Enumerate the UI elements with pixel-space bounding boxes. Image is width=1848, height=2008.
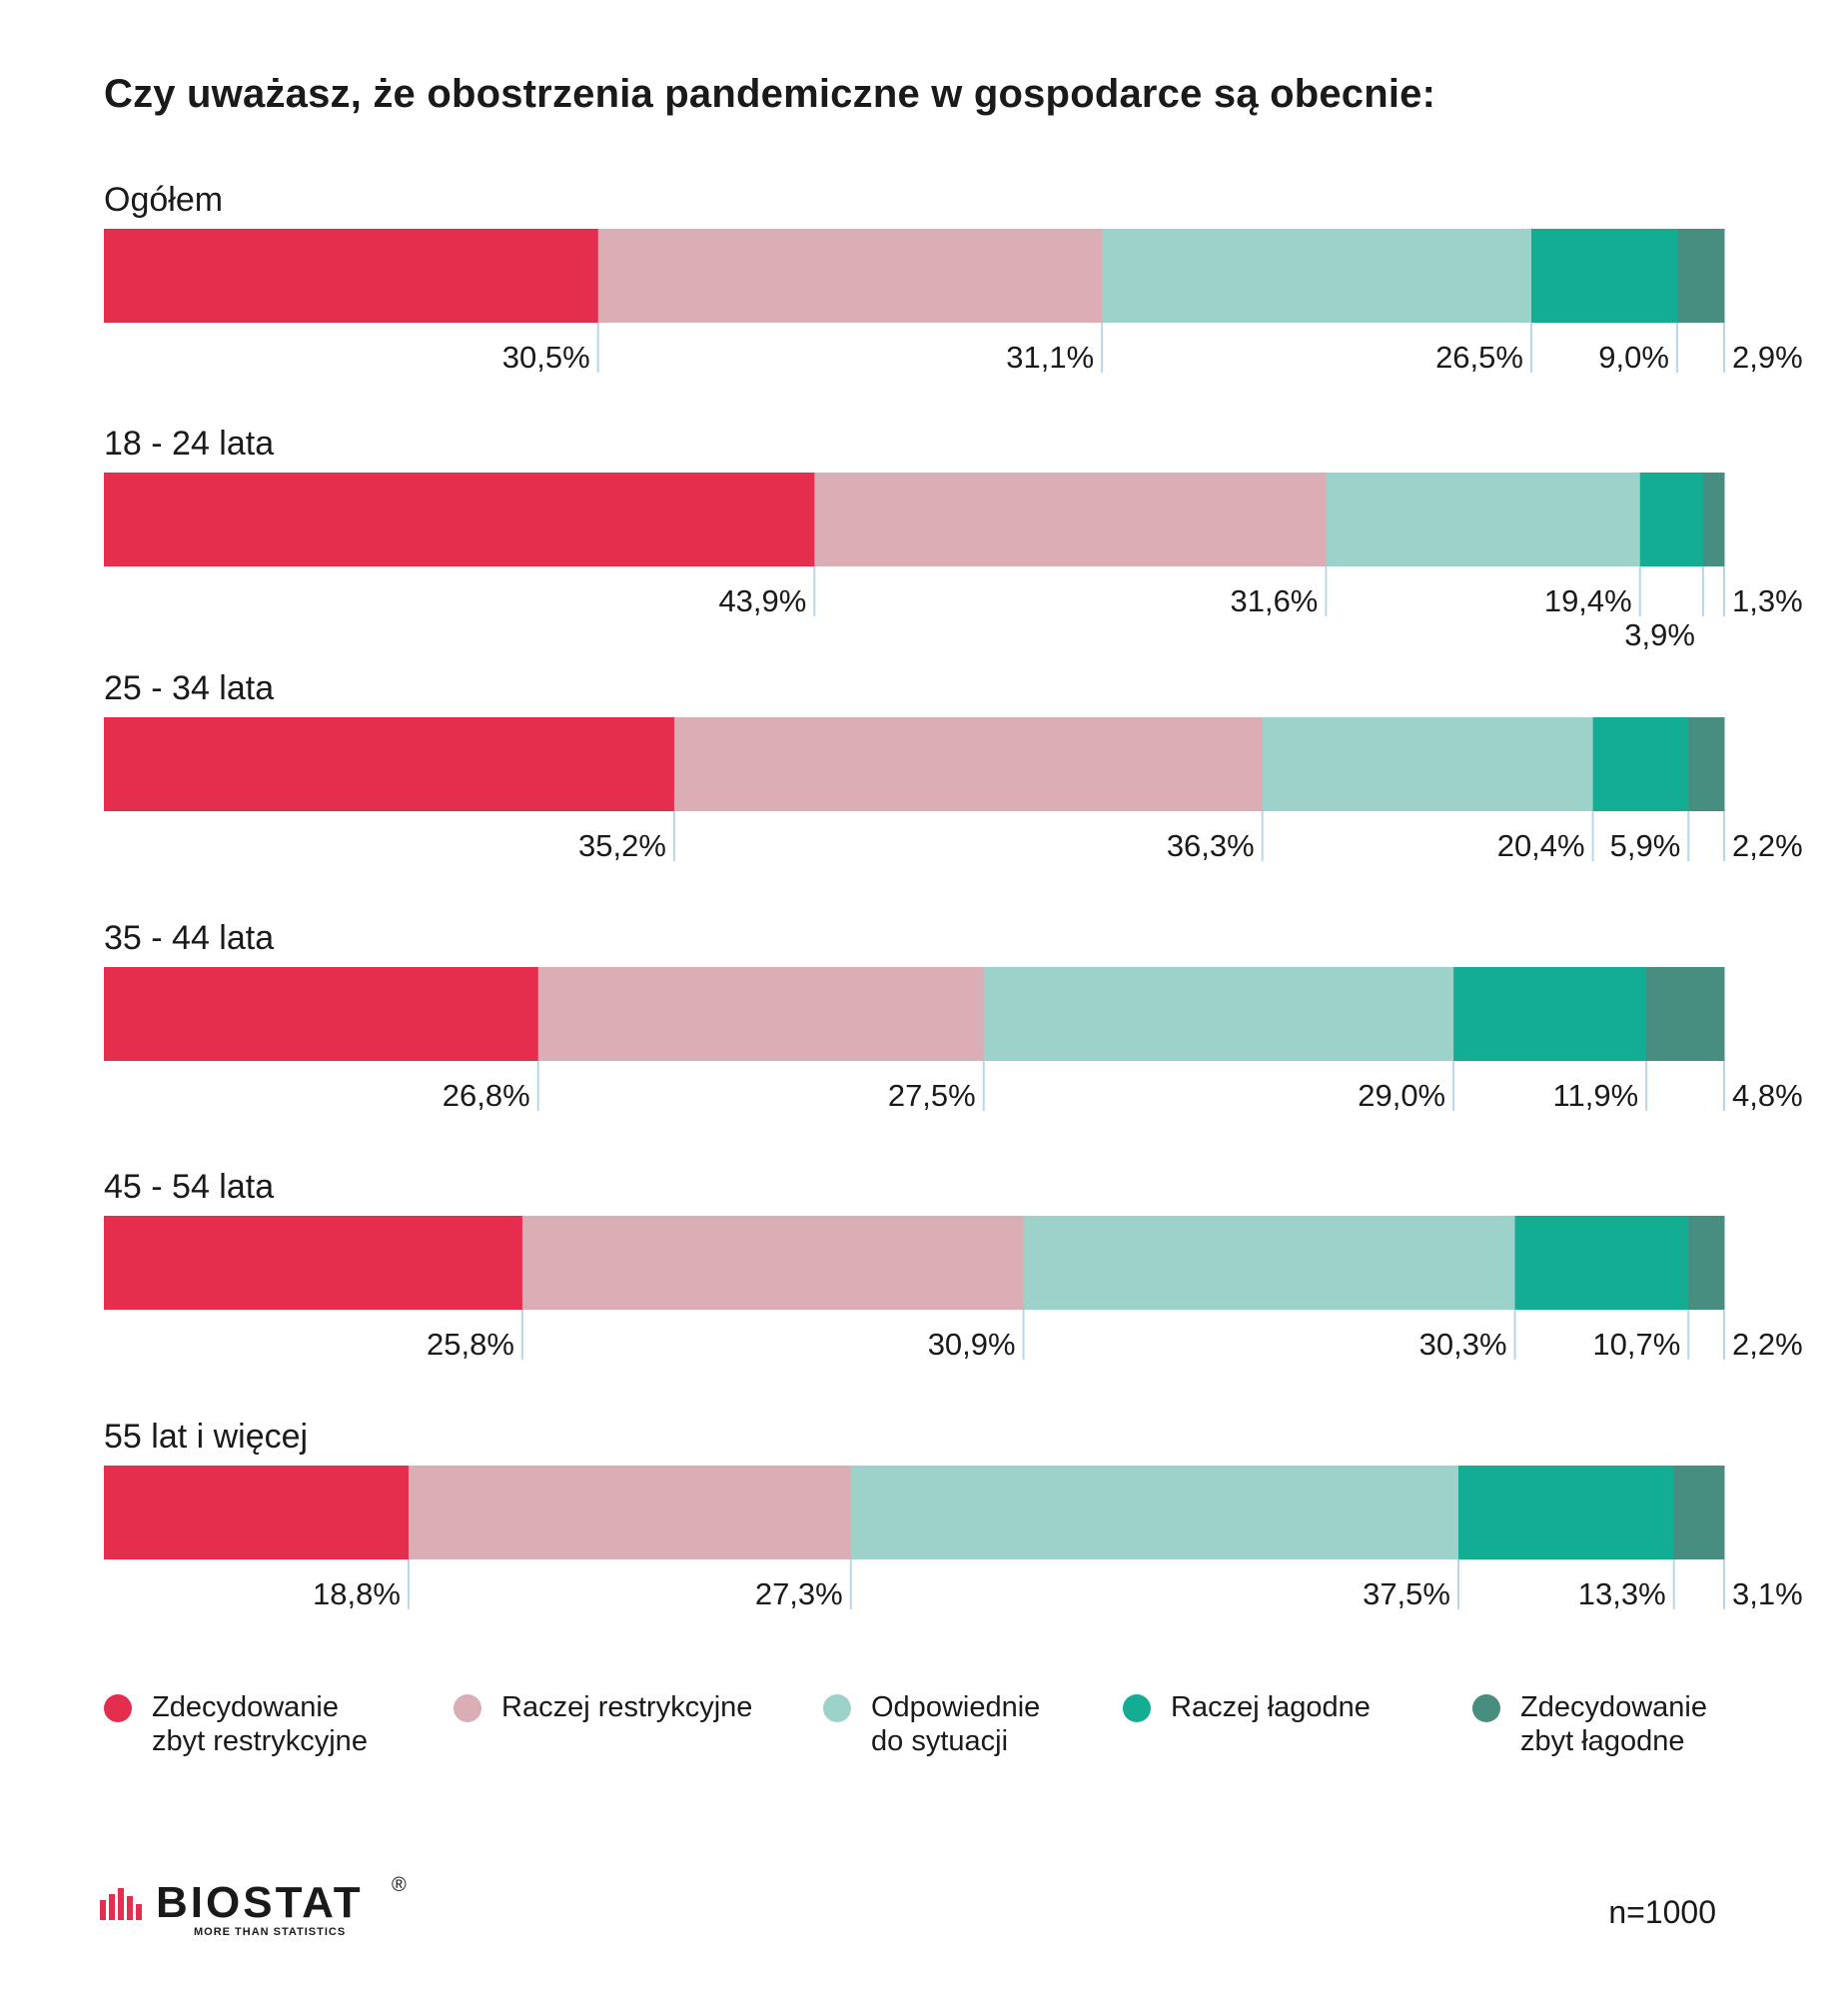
bar-segment (1688, 717, 1725, 811)
logo-bars-icon (100, 1888, 142, 1920)
legend-item: Zdecydowanie zbyt łagodne (1472, 1690, 1707, 1758)
bar-segment (850, 1466, 1459, 1559)
legend-item: Raczej restrykcyjne (454, 1690, 752, 1724)
legend-item: Zdecydowanie zbyt restrykcyjne (104, 1690, 368, 1758)
legend-dot-icon (1123, 1694, 1151, 1722)
bar-segment (408, 1466, 852, 1559)
logo-wordmark: BIOSTAT (156, 1878, 364, 1927)
value-label: 9,0% (1598, 340, 1669, 375)
category-label: Ogółem (104, 181, 223, 219)
value-label: 3,1% (1732, 1576, 1803, 1611)
bar-segment (673, 717, 1264, 811)
value-label: 1,3% (1732, 583, 1803, 618)
value-label: 35,2% (578, 828, 666, 863)
bar-segment (1514, 1216, 1689, 1310)
value-label: 36,3% (1167, 828, 1255, 863)
chart-title: Czy uważasz, że obostrzenia pandemiczne … (104, 72, 1436, 116)
value-label: 29,0% (1358, 1078, 1445, 1113)
bar-segment (104, 1466, 410, 1559)
legend-item: Raczej łagodne (1123, 1690, 1371, 1724)
bar-segment (1457, 1466, 1675, 1559)
value-label: 27,5% (888, 1078, 976, 1113)
category-label: 35 - 44 lata (104, 919, 274, 957)
value-label: 19,4% (1544, 583, 1632, 618)
value-label: 2,9% (1732, 340, 1803, 375)
value-label: 30,5% (502, 340, 590, 375)
bar-segment (1676, 229, 1725, 323)
bar-segment (1453, 967, 1647, 1061)
sample-size-note: n=1000 (1608, 1894, 1716, 1930)
legend-label: Raczej łagodne (1171, 1691, 1371, 1723)
value-label: 31,1% (1006, 340, 1094, 375)
value-label: 20,4% (1497, 828, 1585, 863)
legend-dot-icon (454, 1694, 481, 1722)
value-label: 18,8% (313, 1576, 401, 1611)
bar-segment (814, 473, 1327, 566)
value-label: 37,5% (1363, 1576, 1450, 1611)
value-label: 5,9% (1610, 828, 1681, 863)
bar-segment (1102, 229, 1532, 323)
legend-dot-icon (104, 1694, 132, 1722)
category-label: 55 lat i więcej (104, 1418, 308, 1456)
bar-segment (521, 1216, 1025, 1310)
value-label: 13,3% (1578, 1576, 1666, 1611)
category-label: 25 - 34 lata (104, 669, 274, 707)
bar-segment (1646, 967, 1725, 1061)
value-label: 26,5% (1435, 340, 1523, 375)
bar-segment (104, 717, 675, 811)
value-label: 4,8% (1732, 1078, 1803, 1113)
value-label: 26,8% (443, 1078, 530, 1113)
bar-segment (104, 473, 815, 566)
logo-registered-mark: ® (392, 1874, 407, 1896)
bar-segment (104, 229, 599, 323)
value-label: 30,3% (1419, 1327, 1507, 1362)
bar-segment (1702, 473, 1725, 566)
bar-segment (104, 967, 539, 1061)
bar-segment (1673, 1466, 1725, 1559)
value-label: 2,2% (1732, 1327, 1803, 1362)
bar-segment (1592, 717, 1689, 811)
value-label: 2,2% (1732, 828, 1803, 863)
legend-label: Zdecydowanie zbyt restrykcyjne (152, 1691, 368, 1757)
value-label: 27,3% (755, 1576, 843, 1611)
bar-segment (104, 1216, 523, 1310)
value-label: 25,8% (427, 1327, 514, 1362)
category-label: 18 - 24 lata (104, 425, 274, 463)
legend-label: Odpowiednie do sytuacji (871, 1691, 1041, 1757)
bar-segment (983, 967, 1454, 1061)
legend-label: Zdecydowanie zbyt łagodne (1520, 1691, 1707, 1757)
value-label: 43,9% (718, 583, 806, 618)
biostat-logo: BIOSTAT ® MORE THAN STATISTICS (100, 1874, 440, 1944)
legend-dot-icon (1472, 1694, 1500, 1722)
bar-segment (537, 967, 985, 1061)
value-label: 3,9% (1624, 617, 1695, 652)
logo-tagline: MORE THAN STATISTICS (194, 1926, 347, 1938)
category-label: 45 - 54 lata (104, 1168, 274, 1206)
value-label: 31,6% (1230, 583, 1318, 618)
bar-segment (1530, 229, 1678, 323)
value-label: 10,7% (1592, 1327, 1680, 1362)
bar-segment (1326, 473, 1641, 566)
legend: Zdecydowanie zbyt restrykcyjne Raczej res… (104, 1690, 1802, 1780)
bar-segment (1639, 473, 1704, 566)
value-label: 11,9% (1553, 1078, 1639, 1113)
legend-dot-icon (823, 1694, 851, 1722)
stacked-bar-chart: Ogółem 30,5% 31,1% 26,5% 9,0% 2,9% 18 - 24 lat… (104, 181, 1803, 1611)
bar-segment (1688, 1216, 1725, 1310)
legend-label: Raczej restrykcyjne (501, 1691, 753, 1723)
bar-segment (597, 229, 1103, 323)
bar-segment (1262, 717, 1594, 811)
value-label: 30,9% (928, 1327, 1016, 1362)
legend-item: Odpowiednie do sytuacji (823, 1690, 1040, 1758)
bar-segment (1023, 1216, 1516, 1310)
